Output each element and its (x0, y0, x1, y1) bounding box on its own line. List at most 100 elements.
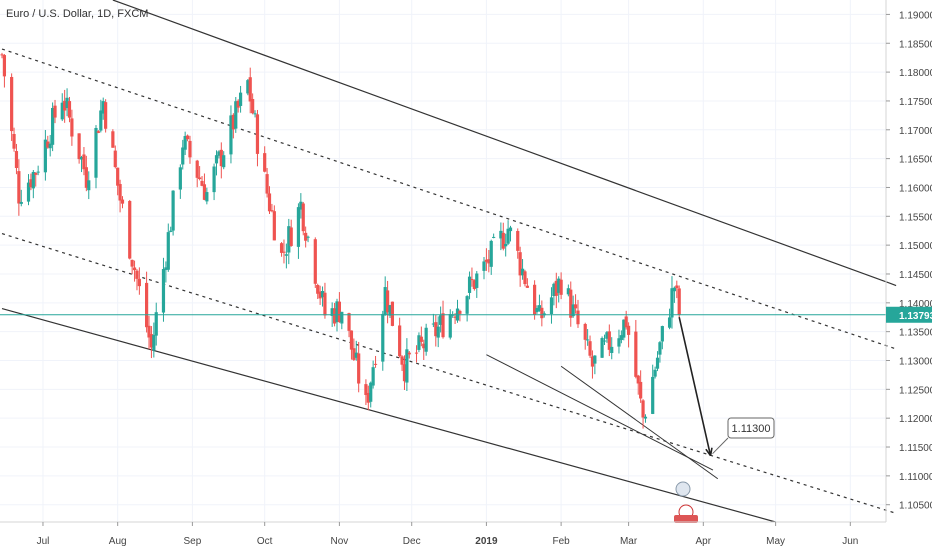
price-axis-label: 1.18000 (899, 68, 932, 79)
event-icons[interactable] (674, 481, 698, 523)
candle (470, 267, 474, 287)
candle-body (2, 55, 7, 77)
candle-body (499, 230, 503, 239)
candle-body (400, 356, 404, 365)
price-axis-label: 1.15000 (899, 241, 932, 252)
candle (130, 259, 134, 275)
candle-body (46, 141, 50, 148)
candle-body (607, 331, 611, 350)
candle-body (154, 312, 158, 336)
candle-body (658, 342, 662, 355)
candle (610, 337, 614, 360)
candle (617, 329, 621, 354)
candle-body (304, 232, 308, 241)
channel-line-solid (1, 308, 776, 523)
candle-body (53, 105, 57, 118)
event-calendar-icon[interactable] (675, 481, 691, 497)
candle (670, 276, 674, 329)
candle-body (185, 135, 190, 140)
candle-body (643, 416, 648, 419)
candle-body (132, 267, 137, 271)
candle-body (164, 267, 168, 270)
target-callout[interactable]: 1.11300 (712, 417, 775, 455)
price-axis-label: 1.13500 (899, 328, 932, 339)
candle-body (424, 327, 428, 352)
candle (272, 205, 276, 241)
candle (552, 282, 556, 306)
candle (419, 326, 423, 347)
candle (373, 355, 378, 368)
candle (431, 313, 435, 328)
candle-body (639, 381, 643, 399)
target-callout-box (727, 417, 775, 439)
candle (424, 323, 428, 356)
candle (279, 242, 284, 257)
candle (651, 364, 655, 415)
candle (29, 173, 33, 191)
candle (147, 315, 151, 350)
candle (104, 99, 108, 133)
candle-body (135, 270, 139, 279)
candle-body (487, 259, 491, 264)
candle-body (506, 228, 510, 244)
candle (161, 257, 166, 322)
candle (77, 133, 81, 164)
candle-body (10, 76, 14, 132)
candle-body (65, 97, 69, 109)
candle (516, 228, 520, 259)
candle-body (434, 322, 438, 337)
candle (0, 52, 4, 59)
candle (248, 67, 252, 114)
candle-body (306, 236, 310, 238)
candle (120, 196, 125, 209)
candle-body (523, 271, 527, 285)
candle-body (70, 118, 74, 137)
candle-body (448, 314, 452, 338)
candle-body (36, 171, 40, 173)
candle (34, 171, 38, 187)
candle (60, 93, 64, 122)
time-axis-label: May (766, 536, 785, 547)
candle (590, 350, 595, 379)
candle (366, 385, 370, 411)
candle-body (152, 334, 156, 351)
candle (347, 312, 351, 338)
candle-body (251, 99, 255, 114)
candle-body (120, 199, 125, 204)
candle (287, 218, 291, 265)
candle-body (354, 352, 358, 358)
candle-body (436, 326, 440, 338)
candle-body (82, 154, 86, 170)
target-callout-label: 1.11300 (732, 423, 771, 435)
candle (566, 284, 570, 297)
price-axis-label: 1.10500 (899, 501, 932, 512)
candle (14, 143, 19, 175)
price-axis-label: 1.12000 (899, 414, 932, 425)
candle (17, 159, 21, 216)
candle-body (417, 335, 421, 350)
candle-body (96, 131, 100, 133)
candle-body (217, 151, 221, 156)
candle (70, 109, 74, 146)
time-axis-label: Sep (183, 536, 201, 547)
candle (236, 99, 240, 113)
candle (149, 326, 154, 359)
candle (352, 338, 356, 361)
candle-body (675, 285, 679, 289)
candle (487, 249, 491, 273)
candle-body (0, 54, 4, 56)
candle-body (605, 332, 609, 339)
candle (289, 219, 293, 247)
candle-body (537, 305, 542, 311)
candle (357, 341, 361, 393)
candle (323, 282, 327, 319)
candle-body (559, 279, 563, 295)
candle (400, 355, 404, 371)
time-axis-label: Jun (842, 536, 858, 547)
candle (364, 379, 368, 406)
candle (320, 286, 325, 307)
price-axis-label: 1.11500 (899, 443, 932, 454)
candle (313, 237, 317, 288)
candle-body (619, 335, 623, 340)
